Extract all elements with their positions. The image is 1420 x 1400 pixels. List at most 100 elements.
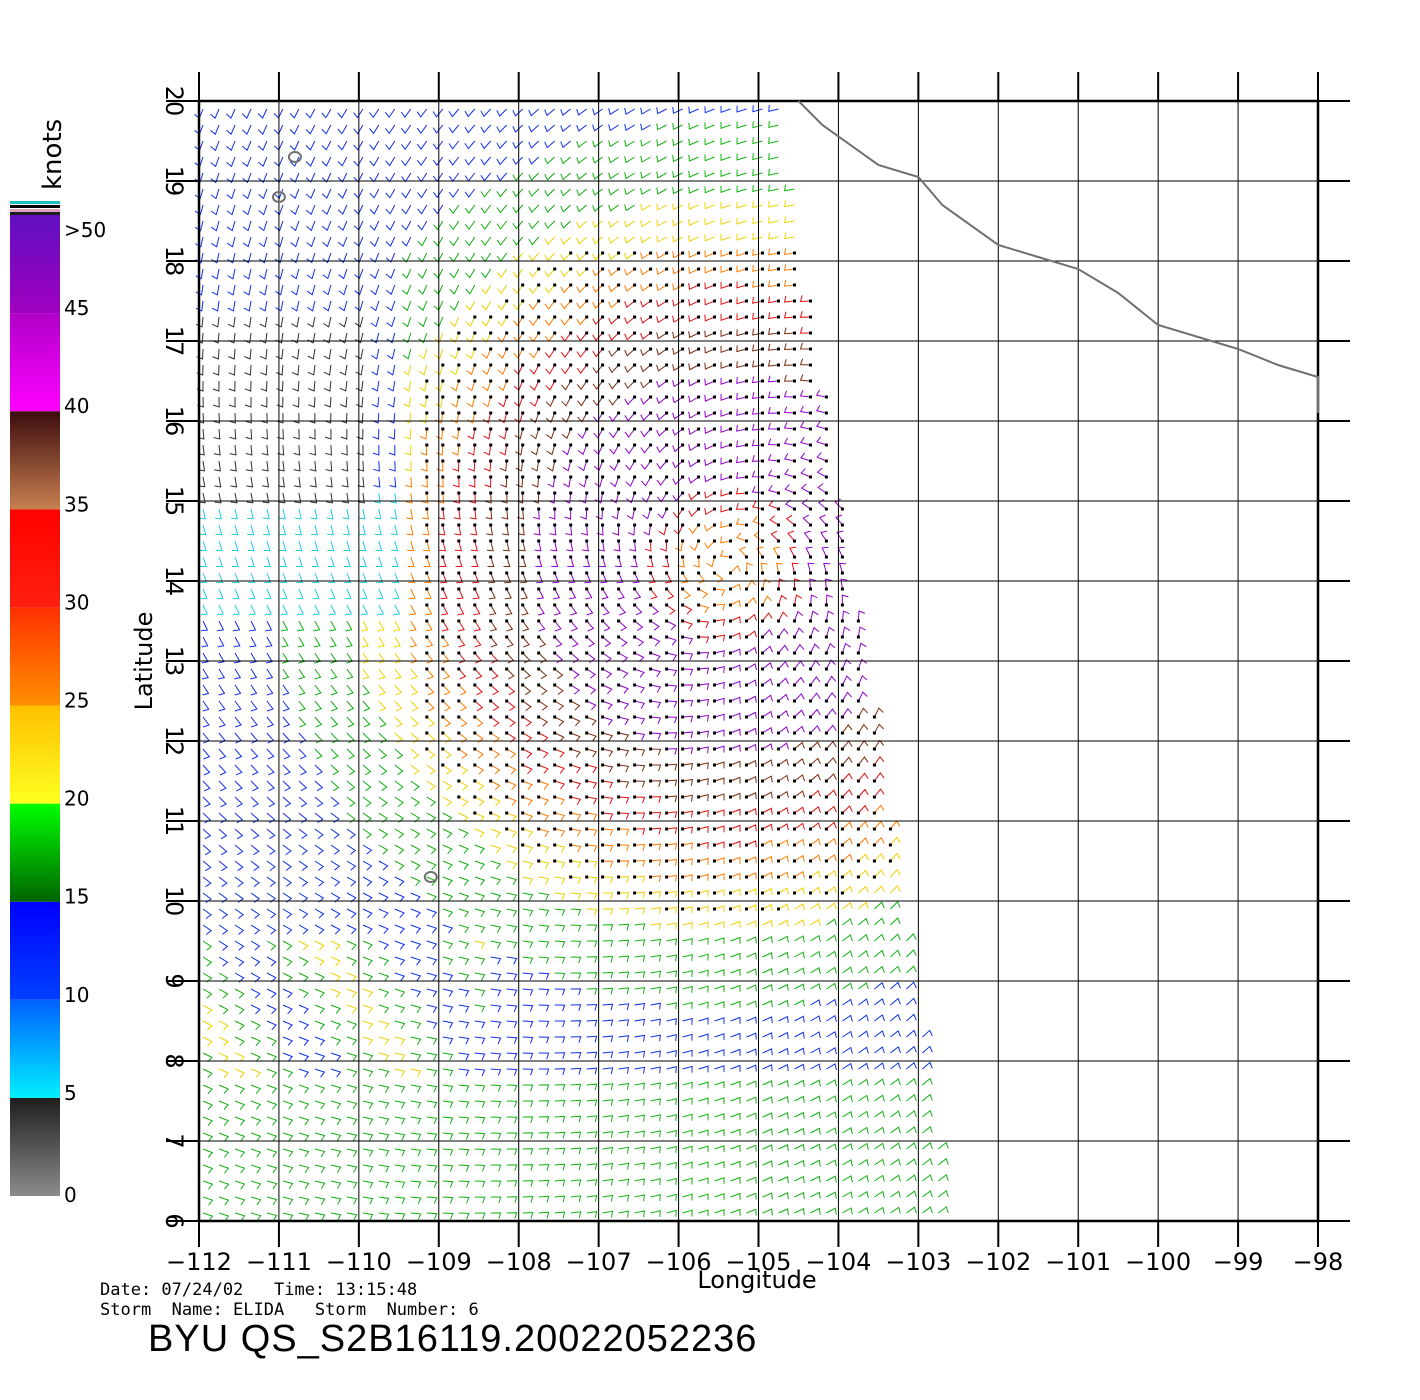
rain-flag-marker <box>697 747 701 751</box>
wind-barb <box>407 556 415 567</box>
wind-barb <box>490 780 501 791</box>
wind-barb <box>394 940 406 950</box>
rain-flag-marker <box>585 587 589 591</box>
wind-barb <box>794 887 805 895</box>
wind-barb <box>468 460 476 472</box>
wind-barb <box>293 444 301 456</box>
rain-flag-marker <box>665 347 669 351</box>
wind-barb <box>498 412 508 424</box>
rain-flag-marker <box>585 299 589 303</box>
wind-barb <box>426 1004 438 1013</box>
wind-barb <box>688 331 699 339</box>
wind-barb <box>714 1129 725 1137</box>
wind-barb <box>330 748 339 760</box>
wind-barb <box>266 668 274 680</box>
wind-barb <box>346 1164 358 1173</box>
wind-barb <box>576 188 588 197</box>
wind-barb <box>783 216 795 224</box>
wind-barb <box>794 594 803 606</box>
rain-flag-marker <box>441 443 445 447</box>
rain-flag-marker <box>633 587 637 591</box>
rain-flag-marker <box>617 635 621 639</box>
rain-flag-marker <box>569 795 573 799</box>
wind-barb <box>218 700 226 712</box>
rain-flag-marker <box>521 763 525 767</box>
wind-barb <box>292 380 300 392</box>
rain-flag-marker <box>793 763 796 767</box>
wind-barb <box>778 983 789 991</box>
wind-barb <box>794 1191 805 1199</box>
wind-barb <box>498 396 508 408</box>
wind-barb <box>682 668 694 676</box>
wind-barb <box>714 1017 725 1025</box>
wind-barb <box>656 187 667 195</box>
wind-barb <box>634 1114 645 1122</box>
wind-barb <box>522 716 533 727</box>
wind-barb <box>586 748 598 758</box>
wind-barb <box>434 332 444 344</box>
wind-barb <box>810 1031 821 1039</box>
wind-barb <box>198 492 206 504</box>
wind-barb <box>386 300 396 312</box>
wind-barb <box>538 1100 550 1107</box>
wind-barb <box>369 236 380 247</box>
wind-barb <box>490 924 502 933</box>
wind-barb <box>704 106 715 114</box>
rain-flag-marker <box>856 763 860 767</box>
rain-flag-marker <box>457 635 461 639</box>
rain-flag-marker <box>777 443 780 447</box>
wind-barb <box>826 982 837 990</box>
wind-barb <box>442 1148 454 1156</box>
rain-flag-marker <box>840 699 844 703</box>
wind-barb <box>538 1052 550 1060</box>
wind-barb <box>922 1190 933 1198</box>
rain-flag-marker <box>425 475 429 479</box>
colorbar-band <box>10 999 60 1098</box>
wind-barb <box>817 498 827 510</box>
wind-barb <box>578 476 588 488</box>
rain-flag-marker <box>537 491 541 495</box>
wind-barb <box>815 420 827 430</box>
wind-barb <box>538 1116 550 1123</box>
wind-barb <box>826 1014 837 1022</box>
wind-barb <box>410 956 422 966</box>
wind-barb <box>825 691 837 702</box>
wind-barb <box>714 729 725 737</box>
wind-barb <box>666 748 678 755</box>
wind-barb <box>698 1113 709 1121</box>
wind-barb <box>746 920 757 928</box>
wind-barb <box>586 764 598 774</box>
wind-barb <box>353 172 364 183</box>
rain-flag-marker <box>601 859 605 863</box>
wind-barb <box>490 636 498 648</box>
wind-barb <box>544 220 556 230</box>
rain-flag-marker <box>457 587 461 591</box>
rain-flag-marker <box>745 843 748 847</box>
wind-barb <box>426 1212 438 1220</box>
wind-barb <box>314 844 324 855</box>
wind-barb <box>554 812 566 821</box>
wind-barb <box>648 572 656 584</box>
rain-flag-marker <box>681 731 685 735</box>
wind-barb <box>354 268 364 280</box>
rain-flag-marker <box>553 587 557 591</box>
colorbar-tick-label: 15 <box>64 885 89 909</box>
wind-barb <box>714 793 725 801</box>
wind-barb <box>592 204 603 213</box>
wind-barb <box>570 988 582 996</box>
wind-barb <box>682 1161 693 1169</box>
wind-barb <box>378 908 389 919</box>
wind-barb <box>339 380 348 392</box>
wind-barb <box>570 796 582 805</box>
wind-barb <box>282 1068 294 1078</box>
wind-barb <box>704 234 715 242</box>
wind-barb <box>362 668 370 680</box>
rain-flag-marker <box>665 891 669 895</box>
wind-barb <box>746 840 757 848</box>
wind-barb <box>337 188 348 199</box>
wind-barb <box>906 1061 917 1070</box>
wind-barb <box>410 684 419 696</box>
wind-barb <box>720 345 731 354</box>
rain-flag-marker <box>585 667 589 671</box>
rain-flag-marker <box>809 891 812 895</box>
